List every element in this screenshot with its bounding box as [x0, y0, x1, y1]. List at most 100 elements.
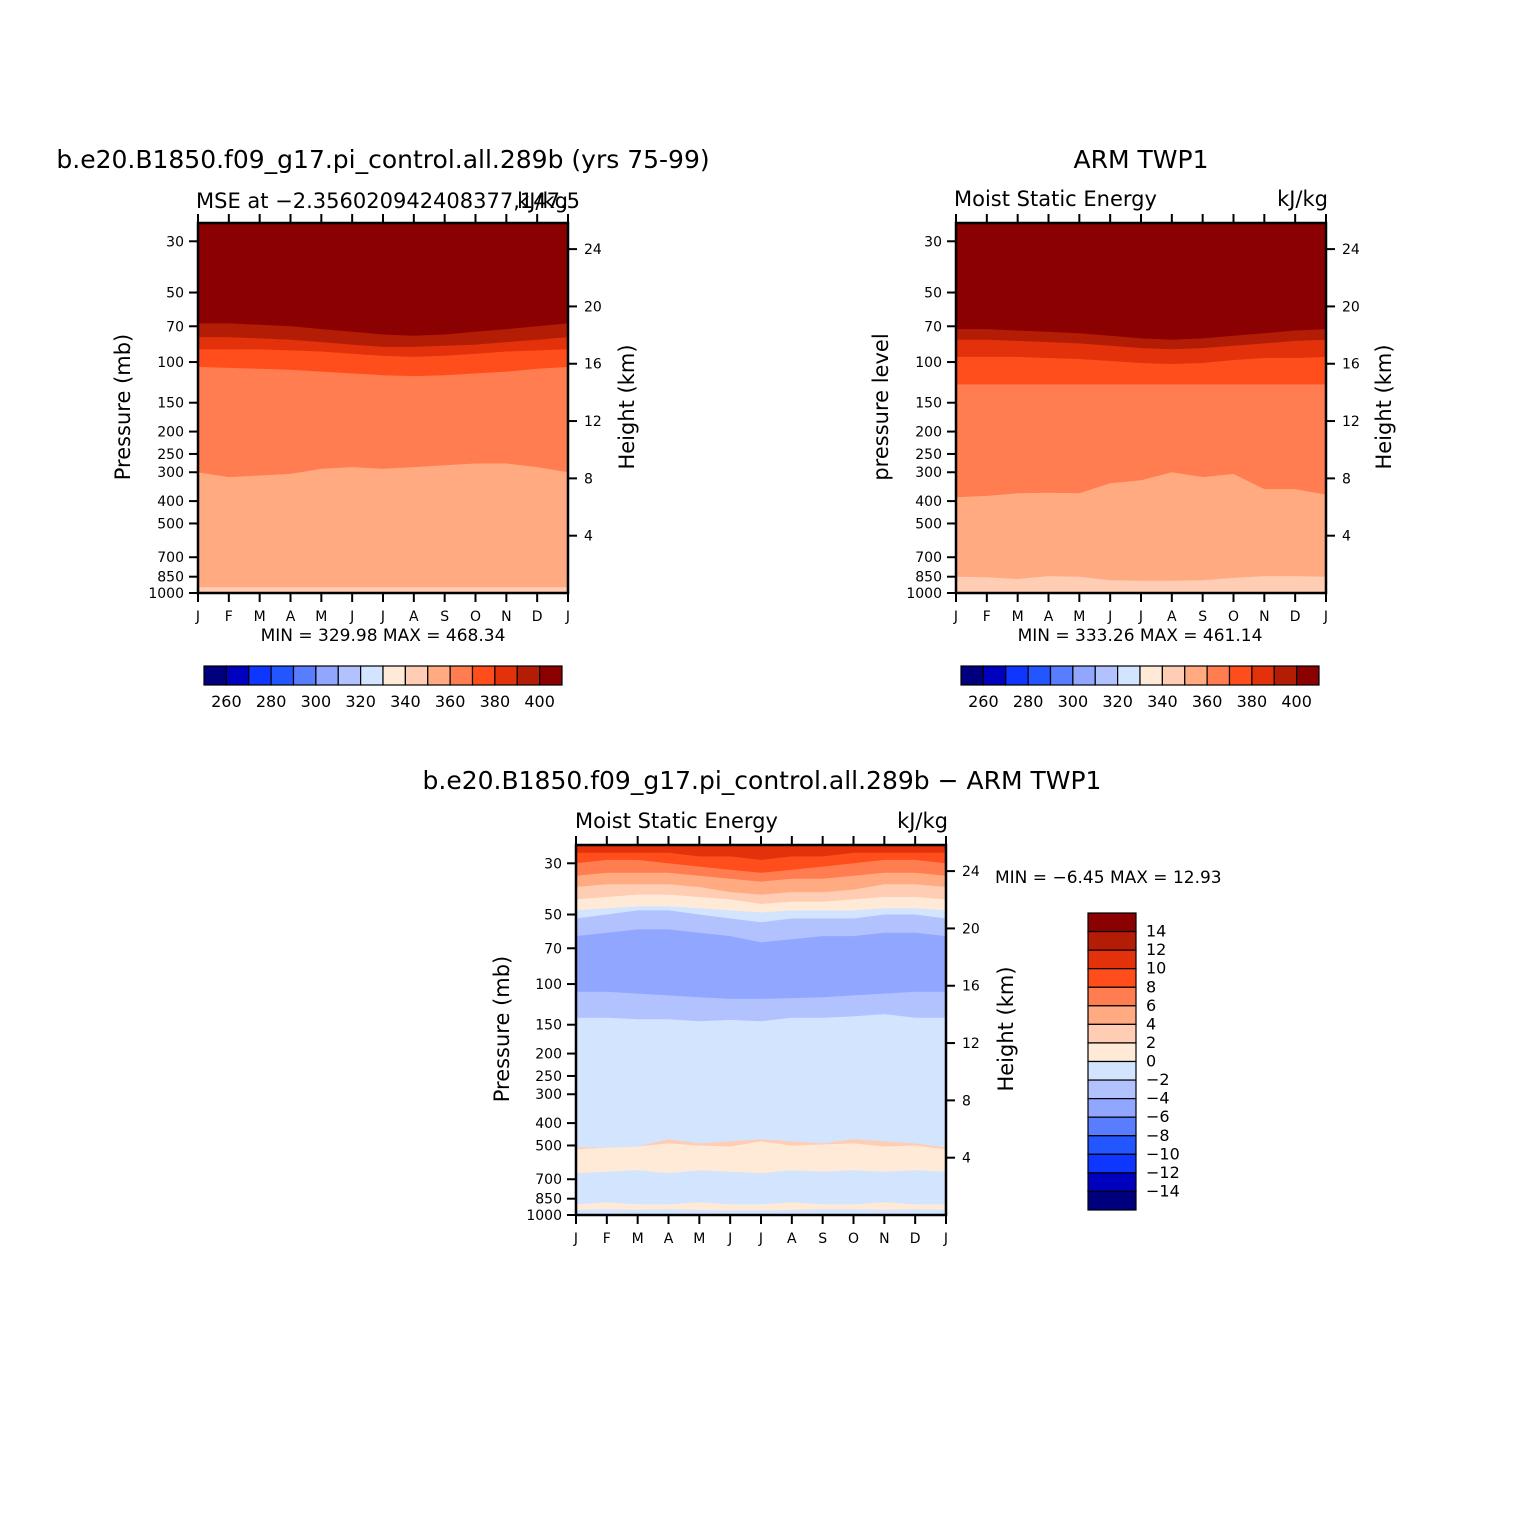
obs-colorbar: 260 280 300 320 340 360 380 400	[960, 665, 1320, 711]
obs-left-label: Moist Static Energy	[954, 187, 1157, 211]
model-panel: b.e20.B1850.f09_g17.pi_control.all.289b …	[56, 145, 709, 711]
model-colorbar: 260 280 300 320 340 360 380 400	[203, 665, 563, 711]
model-xtick-label: O	[470, 609, 481, 625]
obs-panel: ARM TWP1 Moist Static Energy kJ/kg 30 50 7…	[869, 145, 1396, 711]
diff-colorbar-swatch	[1087, 949, 1137, 970]
diff-title: b.e20.B1850.f09_g17.pi_control.all.289b …	[423, 766, 1102, 795]
obs-contour-band-7	[956, 223, 1326, 327]
obs-ylabel-pressure: pressure level	[869, 333, 893, 480]
diff-colorbar-swatch	[1087, 1153, 1137, 1174]
obs-height-tick-label: 24	[1342, 242, 1360, 258]
diff-colorbar-label: 0	[1146, 1052, 1156, 1071]
model-ytick-label: 500	[157, 516, 184, 532]
model-min-max: MIN = 329.98 MAX = 468.34	[261, 626, 506, 646]
diff-colorbar-swatch	[1087, 912, 1137, 933]
obs-ytick-label: 100	[915, 355, 942, 371]
model-colorbar-swatch	[203, 665, 227, 686]
obs-xtick-label: A	[1044, 609, 1054, 625]
obs-colorbar-label: 380	[1237, 692, 1268, 711]
obs-colorbar-swatch	[1161, 665, 1186, 686]
model-ytick-label: 30	[166, 234, 184, 250]
model-colorbar-swatch	[292, 665, 317, 686]
model-xtick-label: J	[195, 609, 200, 625]
model-colorbar-swatch	[360, 665, 384, 686]
model-ytick-label: 70	[166, 319, 184, 335]
model-colorbar-label: 340	[390, 692, 421, 711]
diff-colorbar-label: 8	[1146, 977, 1156, 996]
diff-colorbar-label: −14	[1146, 1181, 1180, 1200]
model-xtick-label: S	[440, 609, 449, 625]
model-colorbar-swatch	[539, 665, 563, 686]
obs-ytick-label: 70	[924, 319, 942, 335]
model-ytick-label: 50	[166, 286, 184, 302]
model-colorbar-swatch	[471, 665, 496, 686]
obs-ylabel-height: Height (km)	[1372, 344, 1396, 469]
diff-ytick-label: 100	[535, 977, 562, 993]
model-ytick-label: 150	[157, 396, 184, 412]
diff-colorbar-swatch	[1087, 1116, 1137, 1137]
diff-colorbar-swatch	[1087, 1135, 1137, 1155]
obs-height-tick-label: 20	[1342, 299, 1360, 315]
diff-xtick-label: J	[573, 1231, 578, 1247]
model-colorbar-swatch	[248, 665, 272, 686]
model-xtick-label: J	[565, 609, 570, 625]
model-xtick-label: M	[315, 609, 327, 625]
obs-xtick-label: O	[1228, 609, 1239, 625]
obs-colorbar-swatch	[1273, 665, 1298, 686]
model-height-tick-label: 12	[584, 414, 602, 430]
diff-contour-band-15	[576, 845, 946, 860]
diff-xtick-label: M	[632, 1231, 644, 1247]
obs-colorbar-swatch	[1049, 665, 1074, 686]
diff-ytick-label: 200	[535, 1047, 562, 1063]
diff-ytick-label: 400	[535, 1116, 562, 1132]
model-colorbar-swatch	[427, 665, 451, 686]
model-xtick-label: J	[349, 609, 354, 625]
obs-units-label: kJ/kg	[1277, 187, 1328, 211]
model-colorbar-label: 300	[301, 692, 332, 711]
diff-xtick-label: J	[943, 1231, 948, 1247]
obs-title: ARM TWP1	[1074, 145, 1209, 174]
diff-colorbar-label: 12	[1146, 940, 1166, 959]
diff-ytick-label: 250	[535, 1069, 562, 1085]
obs-xtick-label: J	[1323, 609, 1328, 625]
obs-xtick-label: A	[1167, 609, 1177, 625]
obs-colorbar-swatch	[1139, 665, 1163, 686]
obs-xtick-label: N	[1259, 609, 1269, 625]
diff-colorbar-label: 4	[1146, 1014, 1156, 1033]
model-colorbar-swatch	[337, 665, 362, 686]
model-colorbar-swatch	[494, 665, 518, 686]
obs-colorbar-swatch	[1117, 665, 1141, 686]
model-colorbar-swatch	[315, 665, 339, 686]
diff-colorbar-label: −6	[1146, 1107, 1170, 1126]
diff-colorbar-swatch	[1087, 1172, 1137, 1193]
model-xtick-label: A	[286, 609, 296, 625]
model-colorbar-label: 260	[211, 692, 242, 711]
obs-ytick-label: 150	[915, 396, 942, 412]
diff-xtick-label: F	[603, 1231, 611, 1247]
diff-height-tick-label: 4	[962, 1151, 971, 1167]
model-ytick-label: 300	[157, 465, 184, 481]
diff-height-tick-label: 24	[962, 864, 980, 880]
model-contour-band-7	[198, 223, 568, 321]
diff-xtick-label: J	[727, 1231, 732, 1247]
model-colorbar-swatch	[516, 665, 541, 686]
diff-xtick-label: M	[693, 1231, 705, 1247]
model-ylabel-pressure: Pressure (mb)	[111, 334, 135, 481]
obs-ytick-label: 1000	[906, 586, 942, 602]
model-ytick-label: 200	[157, 425, 184, 441]
model-title: b.e20.B1850.f09_g17.pi_control.all.289b …	[56, 145, 709, 174]
model-ytick-label: 850	[157, 570, 184, 586]
diff-ytick-label: 500	[535, 1138, 562, 1154]
diff-left-label: Moist Static Energy	[575, 809, 778, 833]
diff-colorbar-swatch	[1087, 968, 1137, 988]
model-xtick-label: A	[409, 609, 419, 625]
diff-colorbar-swatch	[1087, 930, 1137, 951]
diff-colorbar-swatch	[1087, 1190, 1137, 1211]
diff-units-label: kJ/kg	[897, 809, 948, 833]
diff-ytick-label: 700	[535, 1172, 562, 1188]
obs-height-tick-label: 8	[1342, 471, 1351, 487]
model-ytick-label: 400	[157, 494, 184, 510]
